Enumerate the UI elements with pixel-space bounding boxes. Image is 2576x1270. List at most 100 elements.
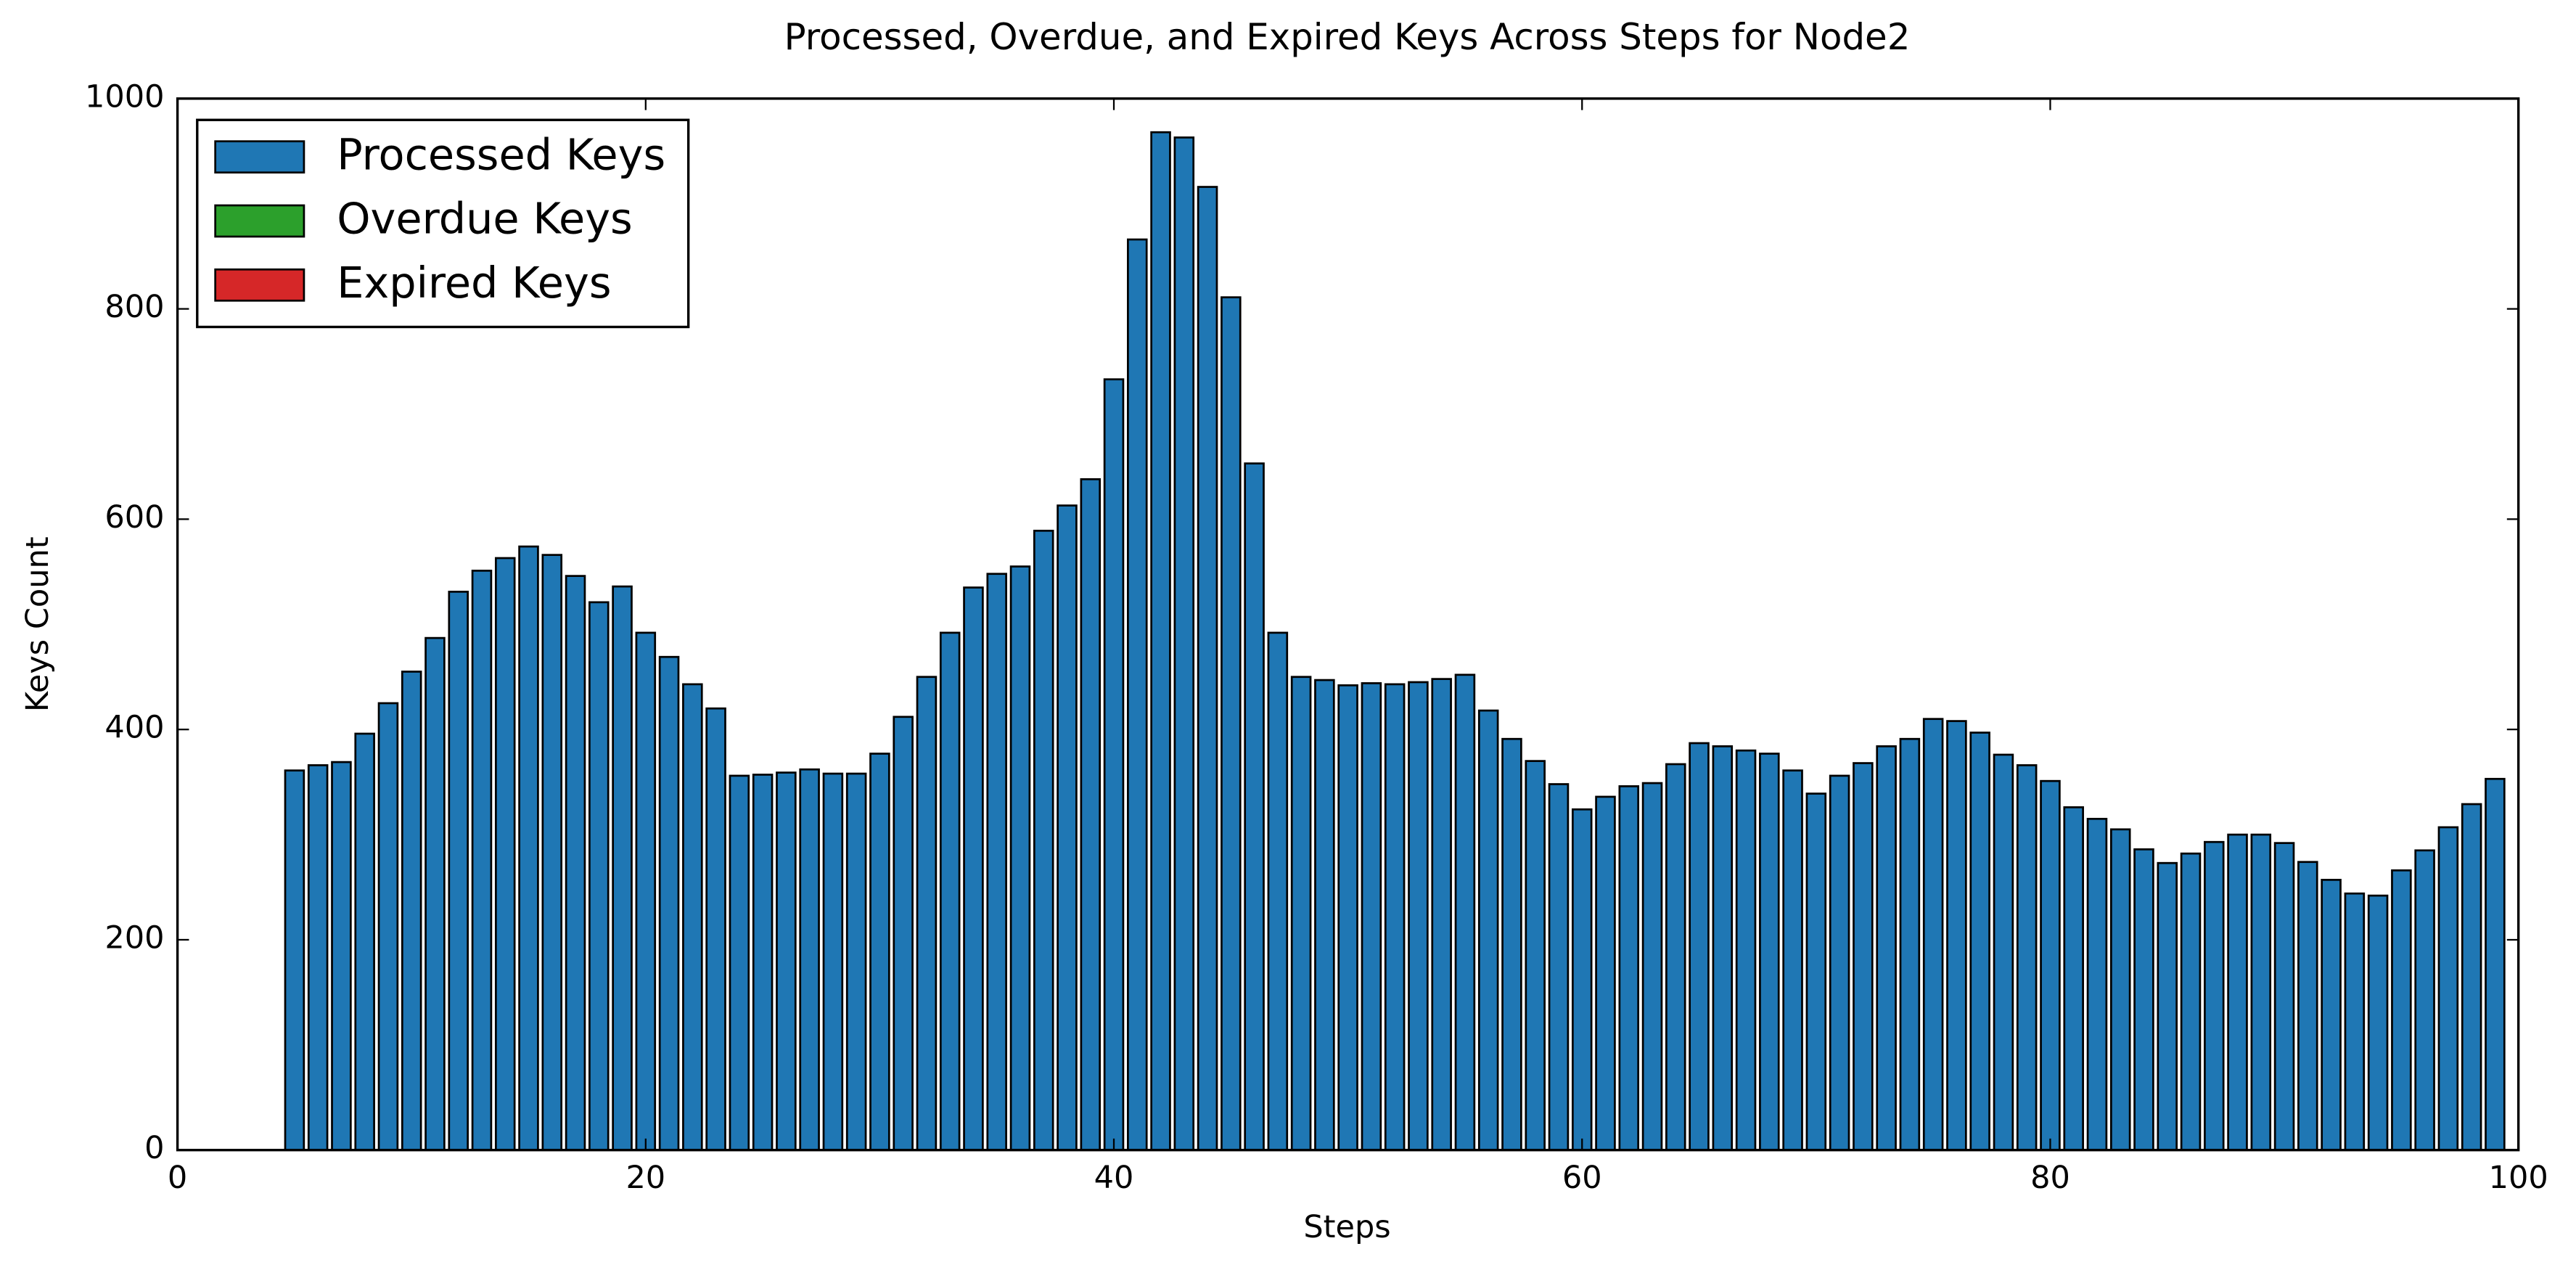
bar: [2367, 894, 2389, 1152]
bar: [1337, 684, 1358, 1152]
x-tick-label: 80: [2030, 1160, 2070, 1196]
bar: [1922, 718, 1944, 1152]
bar: [635, 631, 657, 1152]
bar: [939, 631, 961, 1152]
bar: [2437, 826, 2459, 1152]
bar: [307, 764, 329, 1152]
legend-label: Expired Keys: [337, 258, 611, 308]
bar: [2157, 861, 2178, 1152]
bar: [2250, 833, 2272, 1152]
bar: [612, 585, 633, 1152]
x-tick-label: 100: [2489, 1160, 2548, 1196]
bar: [2391, 869, 2412, 1152]
bar: [1221, 296, 1242, 1152]
bar: [1853, 762, 1874, 1152]
bar: [1876, 745, 1897, 1152]
y-tick-label: 400: [104, 710, 164, 746]
bar: [1384, 683, 1406, 1152]
bar: [2461, 803, 2482, 1152]
bar: [1618, 785, 1640, 1152]
bar: [1009, 565, 1031, 1152]
legend-label: Processed Keys: [337, 129, 665, 179]
bar: [986, 573, 1007, 1152]
bar: [1829, 774, 1850, 1152]
bar: [869, 753, 890, 1152]
bar: [1361, 682, 1382, 1152]
bar: [471, 570, 493, 1152]
bar: [448, 591, 469, 1152]
y-tick-label: 800: [104, 289, 164, 325]
bar: [565, 575, 586, 1152]
bar: [2086, 817, 2108, 1152]
bar: [1993, 753, 2014, 1152]
bar: [1595, 795, 1616, 1152]
bar: [588, 601, 610, 1152]
legend-swatch: [214, 268, 305, 302]
bar: [424, 636, 446, 1152]
bar: [1641, 782, 1663, 1152]
bar: [1290, 676, 1312, 1152]
bar: [2485, 777, 2506, 1152]
bar: [541, 554, 563, 1152]
bar: [822, 772, 844, 1152]
bar: [752, 774, 774, 1152]
bar: [494, 557, 516, 1152]
bar: [1477, 709, 1499, 1152]
bar: [331, 761, 352, 1152]
legend-label: Overdue Keys: [337, 194, 633, 244]
y-axis-label: Keys Count: [20, 536, 56, 712]
bar: [1689, 742, 1710, 1152]
y-tick-label: 0: [144, 1130, 164, 1166]
bar: [2344, 892, 2366, 1152]
bar: [1267, 631, 1289, 1152]
bar: [2133, 848, 2154, 1152]
legend-swatch: [214, 204, 305, 238]
bar: [1314, 679, 1335, 1152]
bar: [354, 732, 375, 1152]
y-tick-label: 1000: [85, 78, 164, 115]
bar: [2414, 849, 2435, 1152]
bar: [1548, 783, 1570, 1152]
bar: [1969, 732, 1990, 1152]
bar: [1244, 462, 1265, 1152]
chart-title: Processed, Overdue, and Expired Keys Acr…: [784, 16, 1911, 58]
x-tick-label: 0: [168, 1160, 187, 1196]
bar: [1759, 753, 1780, 1152]
bar: [1501, 737, 1522, 1152]
x-tick-label: 60: [1562, 1160, 1602, 1196]
plot-frame: [176, 97, 2520, 1152]
bar: [2063, 806, 2084, 1152]
bar: [705, 707, 726, 1152]
x-axis-label: Steps: [1303, 1209, 1390, 1245]
bar: [1057, 504, 1078, 1152]
bar: [658, 655, 680, 1152]
bar: [2297, 861, 2318, 1152]
bar: [2204, 840, 2225, 1152]
bar: [1173, 136, 1195, 1152]
bar: [1431, 678, 1452, 1152]
bar: [1103, 378, 1125, 1152]
bar: [1735, 749, 1757, 1152]
bar: [845, 772, 867, 1152]
bar: [893, 716, 914, 1152]
x-tick-label: 20: [625, 1160, 665, 1196]
bar: [1080, 478, 1102, 1152]
bar: [799, 768, 820, 1152]
bar: [2040, 779, 2061, 1152]
bar: [916, 676, 938, 1152]
bar: [284, 769, 305, 1152]
bar: [2016, 764, 2038, 1152]
bar: [963, 586, 984, 1152]
bar: [1665, 763, 1686, 1152]
bar: [1197, 186, 1218, 1152]
bar: [377, 702, 399, 1152]
bar: [1899, 737, 1921, 1152]
bar: [682, 683, 703, 1152]
bar: [1712, 745, 1734, 1152]
legend-swatch: [214, 140, 305, 174]
bar: [1408, 681, 1429, 1152]
bar: [1946, 720, 1967, 1152]
bar: [1571, 808, 1593, 1152]
legend: Processed Keys Overdue Keys Expired Keys: [196, 118, 690, 329]
